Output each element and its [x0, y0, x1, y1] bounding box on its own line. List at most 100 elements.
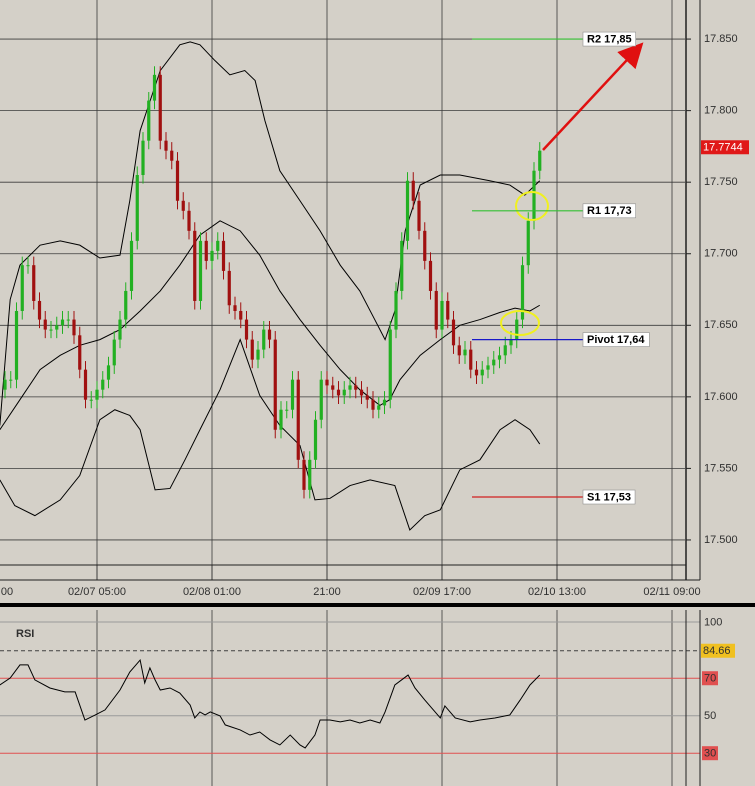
candle-body — [147, 100, 151, 141]
x-tick-label: 02/08 01:00 — [183, 586, 241, 598]
y-tick-label-box — [702, 671, 718, 686]
candle-body — [290, 379, 295, 410]
candle-body — [244, 319, 249, 340]
candle-body — [204, 240, 208, 261]
candle-body — [394, 290, 398, 330]
candle-body — [492, 359, 496, 366]
candle-body — [354, 385, 358, 390]
band-line — [0, 41, 541, 426]
candle-body — [325, 379, 329, 386]
candle-body — [37, 300, 42, 320]
candle-body — [308, 459, 312, 490]
candle-body — [216, 240, 220, 251]
candle-body — [497, 355, 502, 360]
level-label: Pivot 17,64 — [587, 334, 645, 346]
candle-body — [463, 349, 467, 356]
candle-body — [279, 409, 283, 430]
rsi-title: RSI — [16, 628, 34, 640]
candle-body — [210, 250, 214, 261]
candle-body — [382, 399, 387, 406]
candle-body — [371, 399, 375, 410]
candle-body — [89, 399, 93, 401]
y-tick-label: 17.550 — [704, 462, 738, 474]
candle-body — [262, 329, 266, 350]
candle-body — [158, 74, 162, 141]
candle-body — [457, 345, 461, 356]
candle-body — [49, 329, 53, 331]
candle-body — [141, 140, 145, 176]
candle-body — [124, 290, 128, 320]
highlight-ellipse — [500, 310, 540, 336]
y-tick-label: 17.650 — [704, 319, 738, 331]
candle-body — [388, 329, 392, 400]
candle-body — [319, 379, 323, 420]
x-tick-label: 02/10 13:00 — [528, 586, 586, 598]
candle-body — [400, 240, 404, 291]
candle-body — [175, 160, 180, 201]
main-grid — [0, 0, 685, 565]
candle-body — [342, 389, 346, 396]
candle-body — [164, 140, 168, 151]
candle-body — [26, 265, 30, 267]
band-line — [0, 338, 541, 531]
candle-body — [112, 339, 116, 366]
candle-body — [331, 385, 335, 390]
candle-body — [486, 365, 490, 370]
marker-box — [701, 643, 735, 658]
candle-body — [267, 329, 272, 340]
candle-body — [83, 369, 88, 400]
x-tick-label: 02/11 09:00 — [643, 586, 700, 598]
y-tick-label: 30 — [704, 748, 716, 760]
candle-body — [9, 379, 13, 381]
candle-body — [129, 240, 134, 291]
trend-arrow — [542, 42, 644, 151]
candle-body — [302, 459, 306, 490]
x-tick-label: 00 — [1, 586, 13, 598]
candle-body — [55, 325, 59, 330]
candle-body — [32, 265, 36, 301]
candle-body — [95, 389, 99, 400]
y-tick-label: 17.800 — [704, 105, 738, 117]
band-line — [0, 220, 541, 431]
candle-body — [285, 409, 289, 411]
candle-body — [60, 319, 65, 326]
y-tick-label: 17.850 — [704, 33, 738, 45]
highlight-ellipse — [515, 191, 549, 221]
candle-body — [14, 310, 19, 380]
candle-body — [273, 339, 277, 430]
candle-body — [187, 210, 191, 231]
candle-body — [451, 319, 456, 346]
current-price-box — [701, 140, 749, 155]
y-tick-label: 17.750 — [704, 176, 738, 188]
candle-body — [313, 419, 318, 460]
x-tick-label: 02/09 17:00 — [413, 586, 471, 598]
y-tick-label: 70 — [704, 673, 716, 685]
candle-body — [296, 379, 300, 460]
candle-body — [20, 265, 24, 311]
y-tick-label: 100 — [704, 616, 722, 628]
level-label-box — [582, 31, 636, 47]
level-label-box — [582, 332, 650, 347]
rsi-grid — [0, 610, 700, 786]
candle-body — [480, 369, 484, 376]
candle-body — [106, 365, 111, 380]
marker-label: 84.66 — [703, 645, 731, 657]
candle-body — [520, 265, 525, 320]
candle-body — [170, 150, 174, 161]
level-label: S1 17,53 — [587, 491, 631, 503]
candle-body — [227, 270, 231, 306]
candle-body — [434, 290, 438, 330]
candle-body — [233, 305, 237, 311]
candle-body — [365, 395, 369, 400]
candle-body — [336, 389, 341, 396]
level-label-box — [582, 203, 636, 219]
level-label: R1 17,73 — [587, 205, 632, 217]
candle-body — [256, 349, 260, 360]
x-tick-label: 21:00 — [313, 586, 341, 598]
candle-body — [515, 319, 519, 340]
level-label: R2 17,85 — [587, 33, 632, 45]
candle-body — [377, 405, 381, 410]
candle-body — [101, 379, 105, 390]
